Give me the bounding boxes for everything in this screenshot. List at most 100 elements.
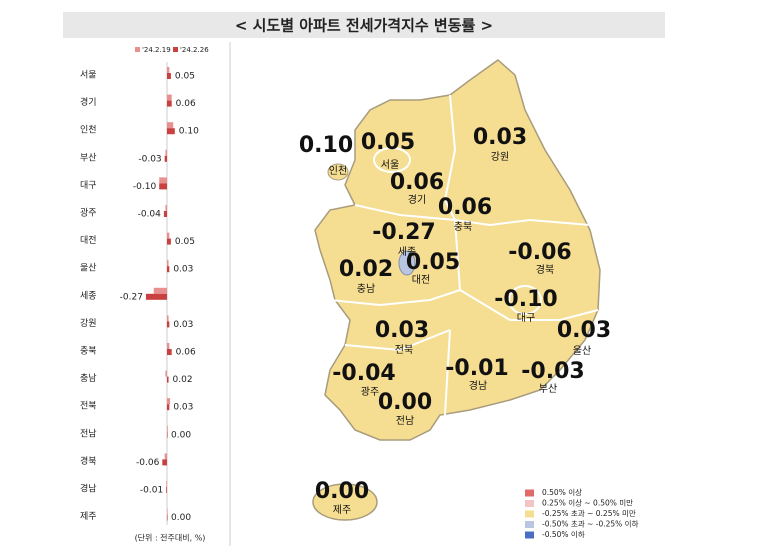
y-tick-label: 전남 — [80, 428, 97, 439]
map-region-label: 충북 — [454, 221, 472, 233]
border — [459, 289, 599, 321]
daegu-area — [508, 285, 542, 315]
value-label: 0.02 — [173, 375, 193, 385]
map-legend-swatch — [525, 489, 534, 497]
bar — [167, 260, 169, 267]
value-label: 0.06 — [176, 99, 196, 109]
map-region-label: 제주 — [333, 504, 351, 516]
bar — [165, 370, 167, 377]
bar — [167, 398, 171, 405]
bar — [167, 67, 170, 73]
border — [443, 94, 457, 221]
y-tick-label: 강원 — [80, 318, 97, 329]
map-value-label: 0.02 — [339, 257, 393, 282]
bar — [167, 514, 168, 521]
border — [454, 219, 461, 291]
value-label: -0.03 — [138, 154, 161, 164]
legend-swatch — [135, 47, 140, 52]
value-label: 0.05 — [175, 72, 195, 82]
bar — [165, 149, 167, 156]
border — [344, 329, 451, 352]
bar — [159, 177, 167, 184]
map-region-label: 세종 — [398, 246, 416, 258]
y-tick-label: 제주 — [80, 511, 97, 522]
map-region-label: 대전 — [412, 274, 430, 286]
map-region-label: 전남 — [396, 415, 414, 427]
map-value-label: 0.03 — [375, 318, 429, 343]
legend-label: '24.2.26 — [180, 46, 209, 54]
map-region-label: 전북 — [395, 344, 413, 356]
map-value-label: 0.06 — [390, 170, 444, 195]
bar — [167, 100, 172, 107]
bar — [167, 94, 172, 101]
border — [354, 204, 591, 227]
map-legend-label: -0.50% 이하 — [542, 529, 585, 539]
map-region-label: 충남 — [357, 283, 375, 295]
map-region-label: 광주 — [361, 386, 379, 398]
sejong-area — [398, 250, 416, 276]
value-label: 0.10 — [179, 127, 199, 137]
value-label: -0.04 — [138, 210, 162, 220]
y-tick-label: 경북 — [80, 455, 97, 467]
y-tick-label: 경기 — [80, 96, 97, 108]
jeju — [312, 483, 378, 521]
bar — [167, 508, 168, 515]
bar — [164, 155, 167, 162]
bar — [167, 73, 171, 79]
map-legend-swatch — [525, 510, 534, 518]
map-value-label: -0.03 — [521, 359, 584, 384]
bar — [167, 376, 169, 383]
map-value-label: 0.05 — [361, 130, 415, 155]
value-label: 0.06 — [176, 348, 196, 358]
value-label: -0.01 — [140, 486, 163, 496]
value-label: -0.10 — [133, 182, 157, 192]
map-legend-label: -0.25% 초과 ~ 0.25% 미만 — [542, 509, 636, 518]
map-value-label: 0.03 — [557, 318, 611, 343]
map-value-label: 0.06 — [438, 195, 492, 220]
map-value-label: -0.27 — [372, 220, 435, 245]
bar — [167, 343, 170, 349]
map-region-label: 서울 — [381, 159, 399, 171]
value-label: 0.00 — [171, 513, 191, 523]
value-label: 0.03 — [173, 320, 193, 330]
border — [444, 329, 451, 416]
y-tick-label: 울산 — [80, 263, 97, 274]
border — [329, 289, 461, 307]
bar — [163, 211, 167, 217]
bar — [167, 425, 168, 432]
map-legend-label: 0.50% 이상 — [542, 487, 582, 497]
map-region-label: 인천 — [329, 165, 347, 177]
map — [312, 59, 601, 521]
map-value-label: 0.03 — [473, 125, 527, 150]
seoul-area — [373, 147, 411, 173]
bar — [166, 487, 167, 493]
y-tick-label: 광주 — [80, 207, 97, 219]
legend-label: '24.2.19 — [142, 46, 171, 54]
y-tick-label: 대전 — [80, 235, 97, 246]
value-label: -0.27 — [120, 292, 143, 302]
incheon-area — [327, 163, 349, 181]
map-value-label: -0.06 — [508, 240, 571, 265]
y-tick-label: 서울 — [80, 70, 97, 81]
value-label: 0.03 — [173, 403, 193, 413]
bar — [167, 128, 175, 135]
map-value-label: -0.04 — [332, 361, 395, 386]
bar — [164, 453, 167, 460]
bar — [153, 287, 167, 294]
map-region-label: 부산 — [539, 383, 557, 395]
bar — [167, 122, 174, 129]
bar — [145, 293, 167, 300]
map-value-label: 0.10 — [299, 133, 353, 158]
map-value-label: 0.05 — [406, 250, 460, 275]
map-region-label: 울산 — [573, 345, 591, 357]
map-region-label: 경남 — [469, 379, 487, 392]
value-label: 0.05 — [175, 237, 195, 247]
map-region-label: 강원 — [491, 151, 509, 163]
map-value-label: -0.01 — [445, 356, 508, 381]
map-legend-swatch — [525, 531, 534, 539]
title-box — [63, 12, 665, 38]
y-tick-label: 인천 — [80, 125, 97, 136]
map-value-label: -0.10 — [494, 287, 557, 312]
bar — [167, 266, 170, 273]
